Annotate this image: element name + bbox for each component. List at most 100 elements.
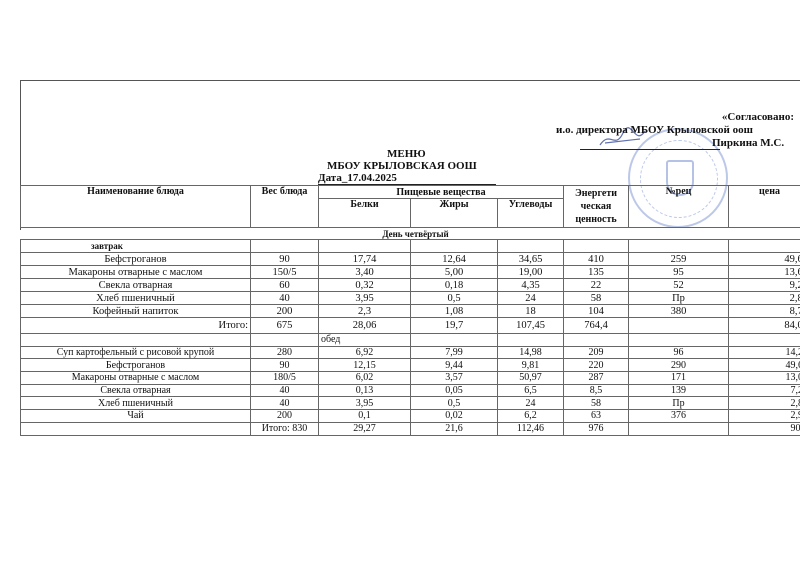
cell: 0,02 — [410, 409, 498, 423]
cell: 13,65 — [728, 265, 800, 279]
cell: 209 — [563, 345, 629, 360]
cell: 29,27 — [318, 421, 411, 436]
cell: 1,08 — [410, 304, 498, 318]
cell: Итого: — [20, 317, 251, 334]
cell: Хлеб пшеничный — [20, 291, 251, 305]
cell: 58 — [563, 291, 629, 305]
cell: Чай — [20, 409, 251, 423]
cell: 220 — [563, 358, 629, 373]
cell: 107,45 — [497, 317, 564, 334]
cell: 58 — [563, 396, 629, 411]
cell: 675 — [250, 317, 319, 334]
cell: Бефстроганов — [20, 358, 251, 373]
cell: 280 — [250, 345, 319, 360]
cell: 6,02 — [318, 371, 411, 385]
lunch-label-row: обед — [20, 333, 800, 347]
lunch-row: Суп картофельный с рисовой крупой 280 6,92… — [20, 345, 800, 360]
cell: Пр — [628, 396, 729, 411]
menu-date: Дата_17.04.2025 — [318, 172, 496, 185]
cell: 764,4 — [563, 317, 629, 334]
cell: 976 — [563, 421, 629, 436]
signature-line — [580, 149, 720, 150]
cell: Хлеб пшеничный — [20, 396, 251, 411]
header-nutrients: Пищевые вещества — [318, 184, 564, 200]
cell: 17,74 — [318, 252, 411, 266]
cell: 18 — [497, 304, 564, 318]
cell: 50,97 — [497, 371, 564, 385]
signature — [599, 127, 646, 146]
header-energy: Энергети ческая ценность — [563, 185, 629, 228]
cell: 139 — [628, 383, 729, 398]
cell: 34,65 — [497, 252, 564, 266]
cell: 0,1 — [318, 409, 411, 423]
cell: 84,00 — [728, 317, 800, 334]
header-recipe: №рец — [628, 185, 729, 228]
approval-line1: «Согласовано: — [721, 111, 794, 123]
cell: 14,24 — [728, 345, 800, 360]
cell: 0,05 — [410, 383, 498, 398]
cell: 24 — [497, 291, 564, 305]
header-carbs: Углеводы — [497, 198, 564, 228]
breakfast-row: Макароны отварные с маслом 150/5 3,40 5,00 1… — [20, 265, 800, 279]
cell: 95 — [628, 265, 729, 279]
cell: 60 — [250, 278, 319, 292]
header-weight: Вес блюда — [250, 185, 319, 228]
cell: Макароны отварные с маслом — [20, 265, 251, 279]
cell: Макароны отварные с маслом — [20, 371, 251, 385]
cell: 200 — [250, 409, 319, 423]
cell: Суп картофельный с рисовой крупой — [20, 345, 251, 360]
cell: 3,95 — [318, 396, 411, 411]
cell: 2,80 — [728, 291, 800, 305]
cell: 2,80 — [728, 396, 800, 411]
cell: 290 — [628, 358, 729, 373]
cell: 96 — [628, 345, 729, 360]
cell: Пр — [628, 291, 729, 305]
cell: 49,61 — [728, 252, 800, 266]
cell: 21,6 — [410, 421, 498, 436]
cell: 12,15 — [318, 358, 411, 373]
cell: 0,5 — [410, 291, 498, 305]
cell: 19,7 — [410, 317, 498, 334]
cell: 7,99 — [410, 345, 498, 360]
cell: 7,22 — [728, 383, 800, 398]
cell: 24 — [497, 396, 564, 411]
cell: 2,98 — [728, 409, 800, 423]
breakfast-label: завтрак — [20, 239, 251, 253]
cell: 3,95 — [318, 291, 411, 305]
school-name: МБОУ КРЫЛОВСКАЯ ООШ — [327, 160, 477, 172]
cell — [628, 317, 729, 334]
header-fat: Жиры — [410, 198, 498, 228]
cell: 13,05 — [728, 371, 800, 385]
cell: 5,00 — [410, 265, 498, 279]
menu-table: Наименование блюда Вес блюда Пищевые вещ… — [20, 184, 800, 436]
cell: 150/5 — [250, 265, 319, 279]
menu-title: МЕНЮ — [387, 148, 426, 160]
cell: 90 — [250, 252, 319, 266]
cell: 8,5 — [563, 383, 629, 398]
document-frame — [20, 80, 800, 230]
cell: Кофейный напиток — [20, 304, 251, 318]
cell: 8,70 — [728, 304, 800, 318]
cell: 19,00 — [497, 265, 564, 279]
cell: 12,64 — [410, 252, 498, 266]
cell: 3,57 — [410, 371, 498, 385]
cell: 4,35 — [497, 278, 564, 292]
cell: 49,61 — [728, 358, 800, 373]
cell: 6,5 — [497, 383, 564, 398]
cell: 40 — [250, 396, 319, 411]
cell: 2,3 — [318, 304, 411, 318]
cell: 90 — [250, 358, 319, 373]
header-price: цена — [728, 185, 800, 228]
cell: 14,98 — [497, 345, 564, 360]
cell: Бефстроганов — [20, 252, 251, 266]
cell: 0,18 — [410, 278, 498, 292]
cell: 40 — [250, 291, 319, 305]
day-label: День четвёртый — [20, 227, 800, 240]
